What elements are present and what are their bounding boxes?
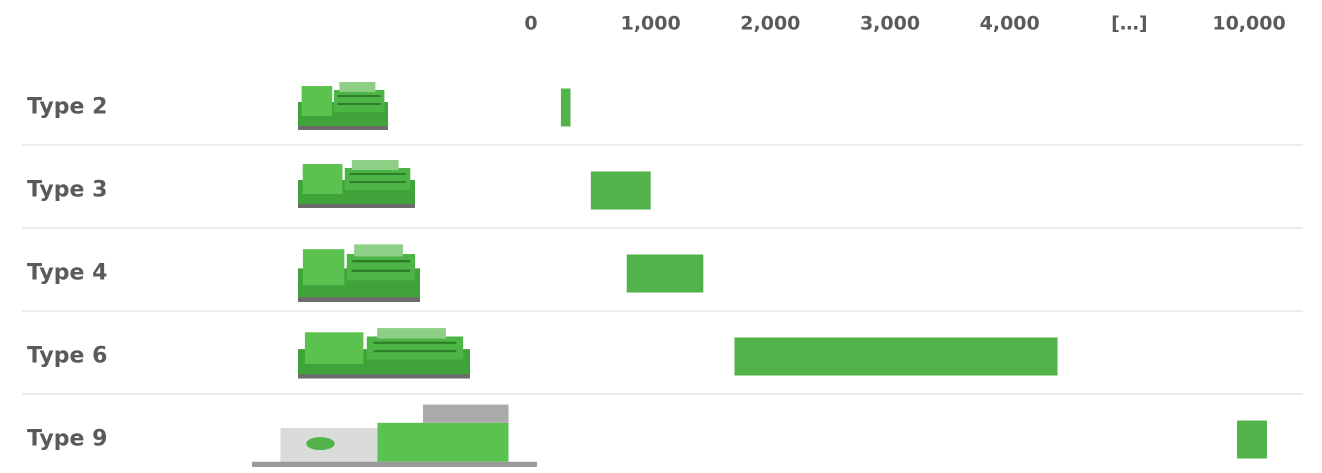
category-label: Type 2 xyxy=(27,95,107,120)
x-tick-label: 10,000 xyxy=(1212,13,1285,35)
engine-image xyxy=(298,160,415,208)
category-label: Type 3 xyxy=(27,178,107,203)
category-label: Type 6 xyxy=(27,344,107,369)
engine-image xyxy=(252,405,537,467)
x-tick-label: 0 xyxy=(524,13,537,35)
x-tick-label: 3,000 xyxy=(860,13,920,35)
x-tick-label: 1,000 xyxy=(621,13,681,35)
engine-image xyxy=(298,328,470,378)
engine-image xyxy=(298,244,420,302)
x-tick-label: 4,000 xyxy=(980,13,1040,35)
range-bar xyxy=(627,255,704,293)
engine-image xyxy=(298,82,388,130)
range-bar xyxy=(734,338,1057,376)
chart: 0 1,000 2,000 3,000 4,000 10,000 […] Type 2 Type… xyxy=(0,0,1322,473)
axis-break-label: […] xyxy=(1111,13,1147,35)
x-tick-label: 2,000 xyxy=(740,13,800,35)
range-bar xyxy=(591,172,651,210)
range-bar xyxy=(561,89,571,127)
category-label: Type 4 xyxy=(27,261,107,286)
range-bar xyxy=(1237,421,1267,459)
category-label: Type 9 xyxy=(27,427,107,452)
